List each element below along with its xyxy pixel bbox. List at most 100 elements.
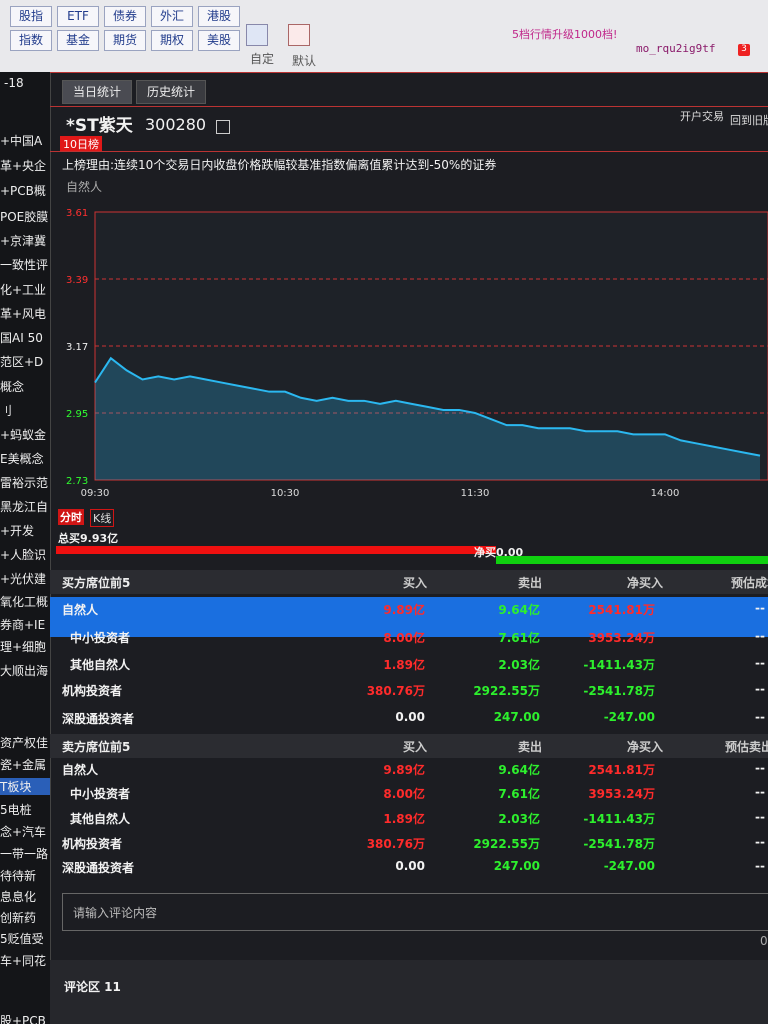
sidebar-item[interactable]: 瓷+金属 (0, 758, 47, 772)
list-badge[interactable]: 10日榜 (60, 136, 102, 152)
row-label[interactable]: 机构投资者 (62, 837, 123, 851)
total-buy: 总买9.93亿 (58, 532, 119, 545)
market-button[interactable]: 美股 (198, 30, 240, 51)
sidebar-item[interactable]: T板块 (0, 778, 50, 795)
table-cell: 2.03亿 (498, 812, 540, 826)
sidebar-item[interactable]: 资产权佳 (0, 736, 49, 750)
market-button[interactable]: 港股 (198, 6, 240, 27)
sidebar-item[interactable]: 氧化工概 (0, 595, 49, 609)
sidebar-item[interactable]: 5电桩 (0, 803, 32, 817)
tab[interactable]: 历史统计 (136, 80, 207, 104)
sidebar-item[interactable]: 化+工业 (0, 283, 47, 297)
table-cell: -- (755, 810, 765, 824)
y-tick-label: 2.73 (66, 476, 88, 487)
row-label[interactable]: 其他自然人 (70, 812, 131, 826)
row-label[interactable]: 自然人 (62, 603, 99, 617)
default-icon[interactable] (288, 24, 310, 46)
table-cell: 9.64亿 (498, 763, 540, 777)
sidebar-item[interactable]: 雷裕示范 (0, 476, 49, 490)
sidebar-item[interactable]: 刂 (0, 404, 13, 418)
sidebar-item[interactable]: 国AI 50 (0, 331, 43, 345)
table-header-cell: 买入 (402, 740, 427, 754)
row-label[interactable]: 深股通投资者 (62, 712, 135, 726)
sidebar-item[interactable]: 券商+IE (0, 618, 46, 632)
sidebar-item[interactable]: 创新药 (0, 911, 37, 925)
table-cell: -- (755, 682, 765, 696)
market-button[interactable]: 基金 (57, 30, 99, 51)
market-button[interactable]: 外汇 (151, 6, 193, 27)
user-name[interactable]: mo_rqu2ig9tf (636, 42, 716, 55)
table-cell: -- (755, 601, 765, 615)
sidebar: -18 +中国A 革+央企 +PCB概 POE胶膜 +京津冀一致性评化+工业革+风电国A… (0, 72, 51, 1024)
stock-name: *ST紫天 (66, 116, 133, 136)
table-cell: 7.61亿 (498, 631, 540, 645)
table-cell: -- (755, 656, 765, 670)
chart-tab[interactable]: K线 (90, 509, 115, 527)
comment-input[interactable]: 请输入评论内容 (62, 893, 768, 931)
market-button[interactable]: 债券 (104, 6, 146, 27)
tab[interactable]: 当日统计 (62, 80, 133, 104)
sidebar-item[interactable]: 一致性评 (0, 258, 49, 272)
x-tick-label: 11:30 (461, 488, 490, 499)
sidebar-item[interactable]: 革+风电 (0, 307, 47, 321)
table-cell: -1411.43万 (583, 812, 655, 826)
sidebar-item[interactable]: 车+同花 (0, 954, 47, 968)
market-button[interactable]: ETF (57, 6, 99, 27)
sidebar-item[interactable]: 黑龙江自 (0, 500, 49, 514)
row-label[interactable]: 中小投资者 (70, 787, 131, 801)
table-cell: 2922.55万 (473, 837, 540, 851)
table-header-cell: 净买入 (626, 740, 663, 754)
row-label[interactable]: 深股通投资者 (62, 861, 135, 875)
row-label[interactable]: 中小投资者 (70, 631, 131, 645)
table-header-cell: 预估成本 (730, 576, 768, 590)
default-label[interactable]: 默认 (292, 54, 317, 68)
chart-tab[interactable]: 分时 (58, 509, 84, 525)
row-label[interactable]: 自然人 (62, 763, 99, 777)
sidebar-item[interactable]: POE胶膜 (0, 210, 49, 224)
market-button[interactable]: 期权 (151, 30, 193, 51)
price-area (95, 358, 760, 480)
sidebar-item[interactable]: 一带一路 (0, 847, 49, 861)
sell-table-header (50, 734, 768, 758)
sidebar-item[interactable]: +人脸识 (0, 548, 47, 562)
sidebar-item[interactable]: 革+央企 (0, 159, 47, 173)
sidebar-item[interactable]: 待待新 (0, 869, 37, 883)
x-tick-label: 10:30 (271, 488, 300, 499)
sidebar-item[interactable]: 概念 (0, 380, 25, 394)
sidebar-item[interactable]: 股+PCB (0, 1014, 46, 1024)
table-cell: 9.89亿 (383, 603, 425, 617)
link[interactable]: 回到旧版 (730, 114, 768, 127)
sidebar-item[interactable]: +中国A (0, 134, 43, 148)
link[interactable]: 开户交易 (680, 110, 724, 123)
sidebar-item[interactable]: 念+汽车 (0, 825, 47, 839)
table-cell: 7.61亿 (498, 787, 540, 801)
message-badge[interactable]: 3 (738, 44, 750, 56)
custom-icon[interactable] (246, 24, 268, 46)
table-cell: 1.89亿 (383, 812, 425, 826)
market-button[interactable]: 期货 (104, 30, 146, 51)
row-label[interactable]: 其他自然人 (70, 658, 131, 672)
sidebar-item[interactable]: +蚂蚁金 (0, 428, 47, 442)
sidebar-item[interactable]: 5贬值受 (0, 932, 44, 946)
sidebar-item[interactable]: +开发 (0, 524, 35, 538)
row-label[interactable]: 机构投资者 (62, 684, 123, 698)
market-button[interactable]: 指数 (10, 30, 52, 51)
sidebar-item[interactable]: 理+细胞 (0, 640, 47, 654)
table-cell: -- (755, 761, 765, 775)
sidebar-item[interactable]: +光伏建 (0, 572, 47, 586)
sidebar-date: -18 (4, 76, 24, 90)
table-cell: 8.00亿 (383, 631, 425, 645)
sidebar-item[interactable]: +京津冀 (0, 234, 47, 248)
market-button[interactable]: 股指 (10, 6, 52, 27)
sidebar-item[interactable]: E美概念 (0, 452, 44, 466)
sidebar-item[interactable]: 范区+D (0, 355, 44, 369)
table-cell: -- (755, 710, 765, 724)
stock-code: 300280 (145, 115, 207, 134)
sidebar-item[interactable]: +PCB概 (0, 184, 46, 198)
sidebar-item[interactable]: 大顺出海 (0, 664, 49, 678)
sidebar-item[interactable]: 息息化 (0, 890, 37, 904)
custom-label[interactable]: 自定 (250, 52, 275, 66)
collapse-button[interactable] (216, 120, 230, 134)
notice[interactable]: 5档行情升级1000档! (512, 28, 618, 41)
